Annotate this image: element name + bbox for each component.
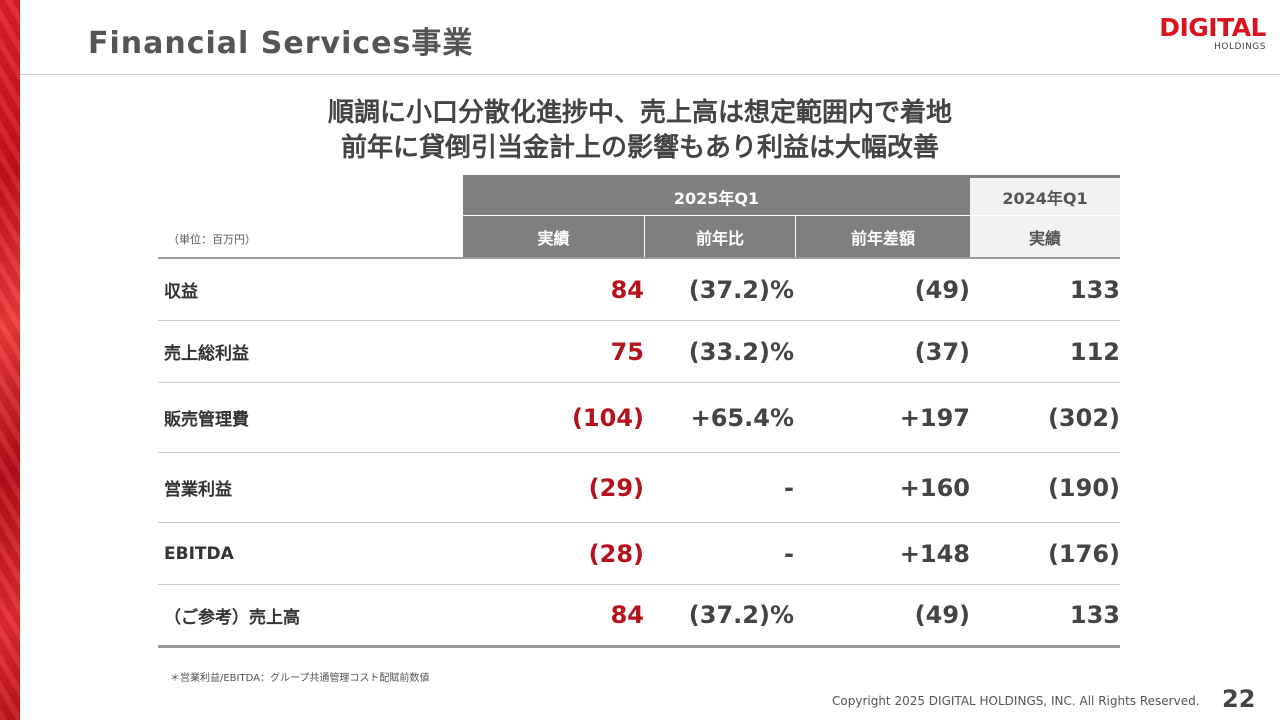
value-actual-2024: (190) bbox=[1047, 473, 1120, 502]
row-label: 収益 bbox=[164, 282, 198, 302]
copyright-text: Copyright 2025 DIGITAL HOLDINGS, INC. Al… bbox=[832, 694, 1200, 708]
value-actual-2025: 75 bbox=[610, 337, 644, 366]
value-yoy: (37.2)% bbox=[688, 601, 794, 629]
value-diff: +197 bbox=[899, 403, 970, 432]
value-actual-2024: (302) bbox=[1047, 403, 1120, 432]
value-actual-2024: 133 bbox=[1069, 275, 1120, 304]
headline-line-2: 前年に貸倒引当金計上の影響もあり利益は大幅改善 bbox=[340, 133, 939, 163]
value-actual-2024: 133 bbox=[1069, 601, 1120, 629]
row-label: （ご参考）売上高 bbox=[164, 607, 300, 628]
value-actual-2024: 112 bbox=[1069, 337, 1120, 366]
value-diff: (49) bbox=[914, 601, 970, 629]
value-yoy: +65.4% bbox=[690, 403, 794, 432]
value-yoy: (33.2)% bbox=[688, 337, 794, 366]
left-decorative-strip bbox=[0, 0, 20, 720]
logo-wordmark: DIGITAL bbox=[1159, 13, 1266, 42]
value-actual-2025: 84 bbox=[610, 601, 644, 629]
table-row: 収益 84 (37.2)% (49) 133 bbox=[158, 259, 1120, 320]
row-label: 営業利益 bbox=[164, 480, 232, 500]
row-divider bbox=[158, 382, 1120, 383]
value-actual-2025: (104) bbox=[571, 403, 644, 432]
value-actual-2025: 84 bbox=[610, 275, 644, 304]
title-divider bbox=[20, 74, 1280, 75]
value-actual-2025: (28) bbox=[588, 539, 644, 568]
row-label: 販売管理費 bbox=[164, 410, 249, 430]
value-yoy: - bbox=[784, 473, 794, 502]
col-header-diff: 前年差額 bbox=[796, 216, 970, 257]
table-row: EBITDA (28) - +148 (176) bbox=[158, 523, 1120, 584]
table-top-rule bbox=[463, 175, 1120, 178]
unit-note: （単位：百万円） bbox=[168, 233, 256, 246]
value-actual-2025: (29) bbox=[588, 473, 644, 502]
value-yoy: - bbox=[784, 539, 794, 568]
row-label: EBITDA bbox=[164, 543, 234, 564]
page-title: Financial Services事業 bbox=[88, 26, 474, 61]
table-row: 売上総利益 75 (33.2)% (37) 112 bbox=[158, 321, 1120, 382]
footnote: ＊営業利益/EBITDA：グループ共通管理コスト配賦前数値 bbox=[170, 673, 430, 684]
value-diff: +148 bbox=[899, 539, 970, 568]
row-divider bbox=[158, 452, 1120, 453]
row-divider bbox=[158, 584, 1120, 585]
row-divider bbox=[158, 320, 1120, 321]
value-diff: +160 bbox=[899, 473, 970, 502]
row-divider bbox=[158, 522, 1120, 523]
company-logo: DIGITAL HOLDINGS bbox=[1142, 13, 1266, 53]
table-bottom-rule bbox=[158, 645, 1120, 648]
row-label: 売上総利益 bbox=[164, 344, 249, 364]
header-2025q1: 2025年Q1 bbox=[463, 178, 970, 215]
col-header-actual-2025: 実績 bbox=[463, 216, 644, 257]
col-header-actual-2024: 実績 bbox=[970, 216, 1120, 257]
table-row: 販売管理費 (104) +65.4% +197 (302) bbox=[158, 383, 1120, 452]
table-row: （ご参考）売上高 84 (37.2)% (49) 133 bbox=[158, 585, 1120, 645]
value-diff: (49) bbox=[914, 275, 970, 304]
headline-line-1: 順調に小口分散化進捗中、売上高は想定範囲内で着地 bbox=[327, 98, 952, 128]
col-header-yoy: 前年比 bbox=[645, 216, 795, 257]
table-row: 営業利益 (29) - +160 (190) bbox=[158, 453, 1120, 522]
value-diff: (37) bbox=[914, 337, 970, 366]
value-yoy: (37.2)% bbox=[688, 275, 794, 304]
page-number: 22 bbox=[1222, 685, 1256, 713]
header-2024q1: 2024年Q1 bbox=[970, 178, 1120, 215]
value-actual-2024: (176) bbox=[1047, 539, 1120, 568]
logo-subtext: HOLDINGS bbox=[1214, 42, 1266, 52]
table-header-base-rule bbox=[158, 257, 1120, 259]
header-divider bbox=[463, 215, 1120, 216]
